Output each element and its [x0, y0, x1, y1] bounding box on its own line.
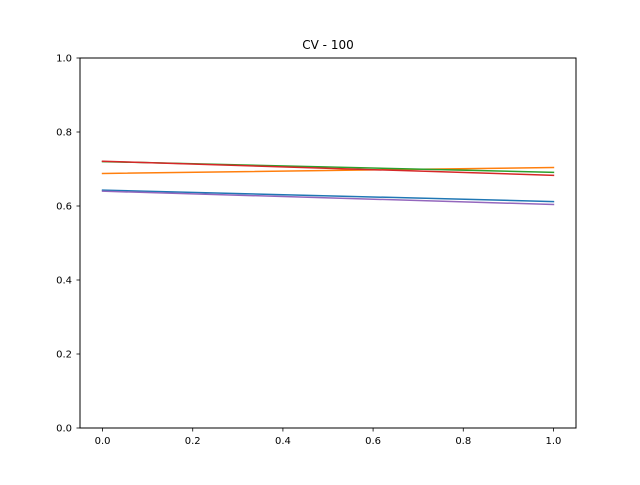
series-line-1	[101, 189, 555, 203]
y-tick-label: 0.6	[56, 202, 72, 213]
x-tick-label: 1.0	[546, 436, 562, 447]
x-tick-label: 0.6	[365, 436, 381, 447]
ticks-layer: 0.0 0.2 0.4 0.6 0.8 1.0 0.0 0.2 0.4 0.6 0.8 1.0	[56, 54, 561, 447]
chart-title: CV - 100	[302, 38, 353, 52]
y-tick-label: 0.2	[56, 350, 72, 361]
series-layer	[101, 160, 555, 206]
x-tick-label: 0.2	[185, 436, 201, 447]
y-tick-label: 0.4	[56, 276, 72, 287]
x-tick-label: 0.8	[455, 436, 471, 447]
series-line-2	[101, 166, 555, 175]
series-line-5	[101, 190, 555, 206]
y-tick-label: 0.0	[56, 424, 72, 435]
y-tick-label: 1.0	[56, 54, 72, 65]
y-tick-label: 0.8	[56, 128, 72, 139]
series-line-4	[101, 160, 555, 177]
x-tick-label: 0.4	[275, 436, 291, 447]
x-tick-label: 0.0	[95, 436, 111, 447]
axes-frame	[79, 57, 577, 429]
